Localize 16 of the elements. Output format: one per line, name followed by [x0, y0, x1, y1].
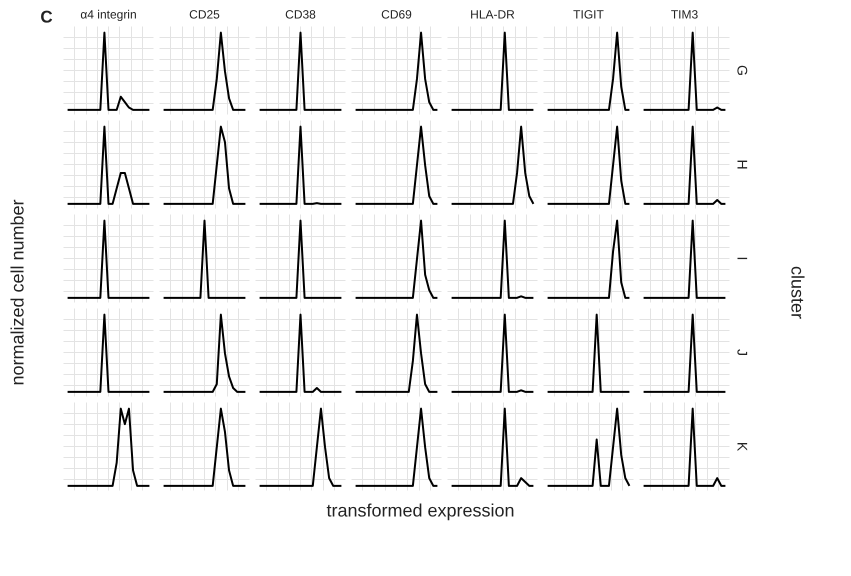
- y2-axis-title: K: [734, 442, 750, 452]
- y2-axis-title: G: [734, 65, 750, 76]
- chart-title: CD25: [189, 8, 220, 22]
- chart-title: α4 integrin: [80, 8, 137, 22]
- text: C: [40, 8, 53, 26]
- text: cluster: [788, 266, 808, 320]
- chart-title: HLA-DR: [470, 8, 516, 22]
- chart-title: CD69: [381, 8, 412, 22]
- chart-title: CD38: [285, 8, 316, 22]
- chart-title: TIGIT: [573, 8, 604, 22]
- y2-axis-title: I: [734, 256, 750, 260]
- y2-axis-title: H: [734, 159, 750, 170]
- text: transformed expression: [326, 500, 515, 520]
- chart-title: TIM3: [670, 8, 698, 22]
- text: normalized cell number: [8, 199, 28, 386]
- y2-axis-title: J: [734, 349, 750, 356]
